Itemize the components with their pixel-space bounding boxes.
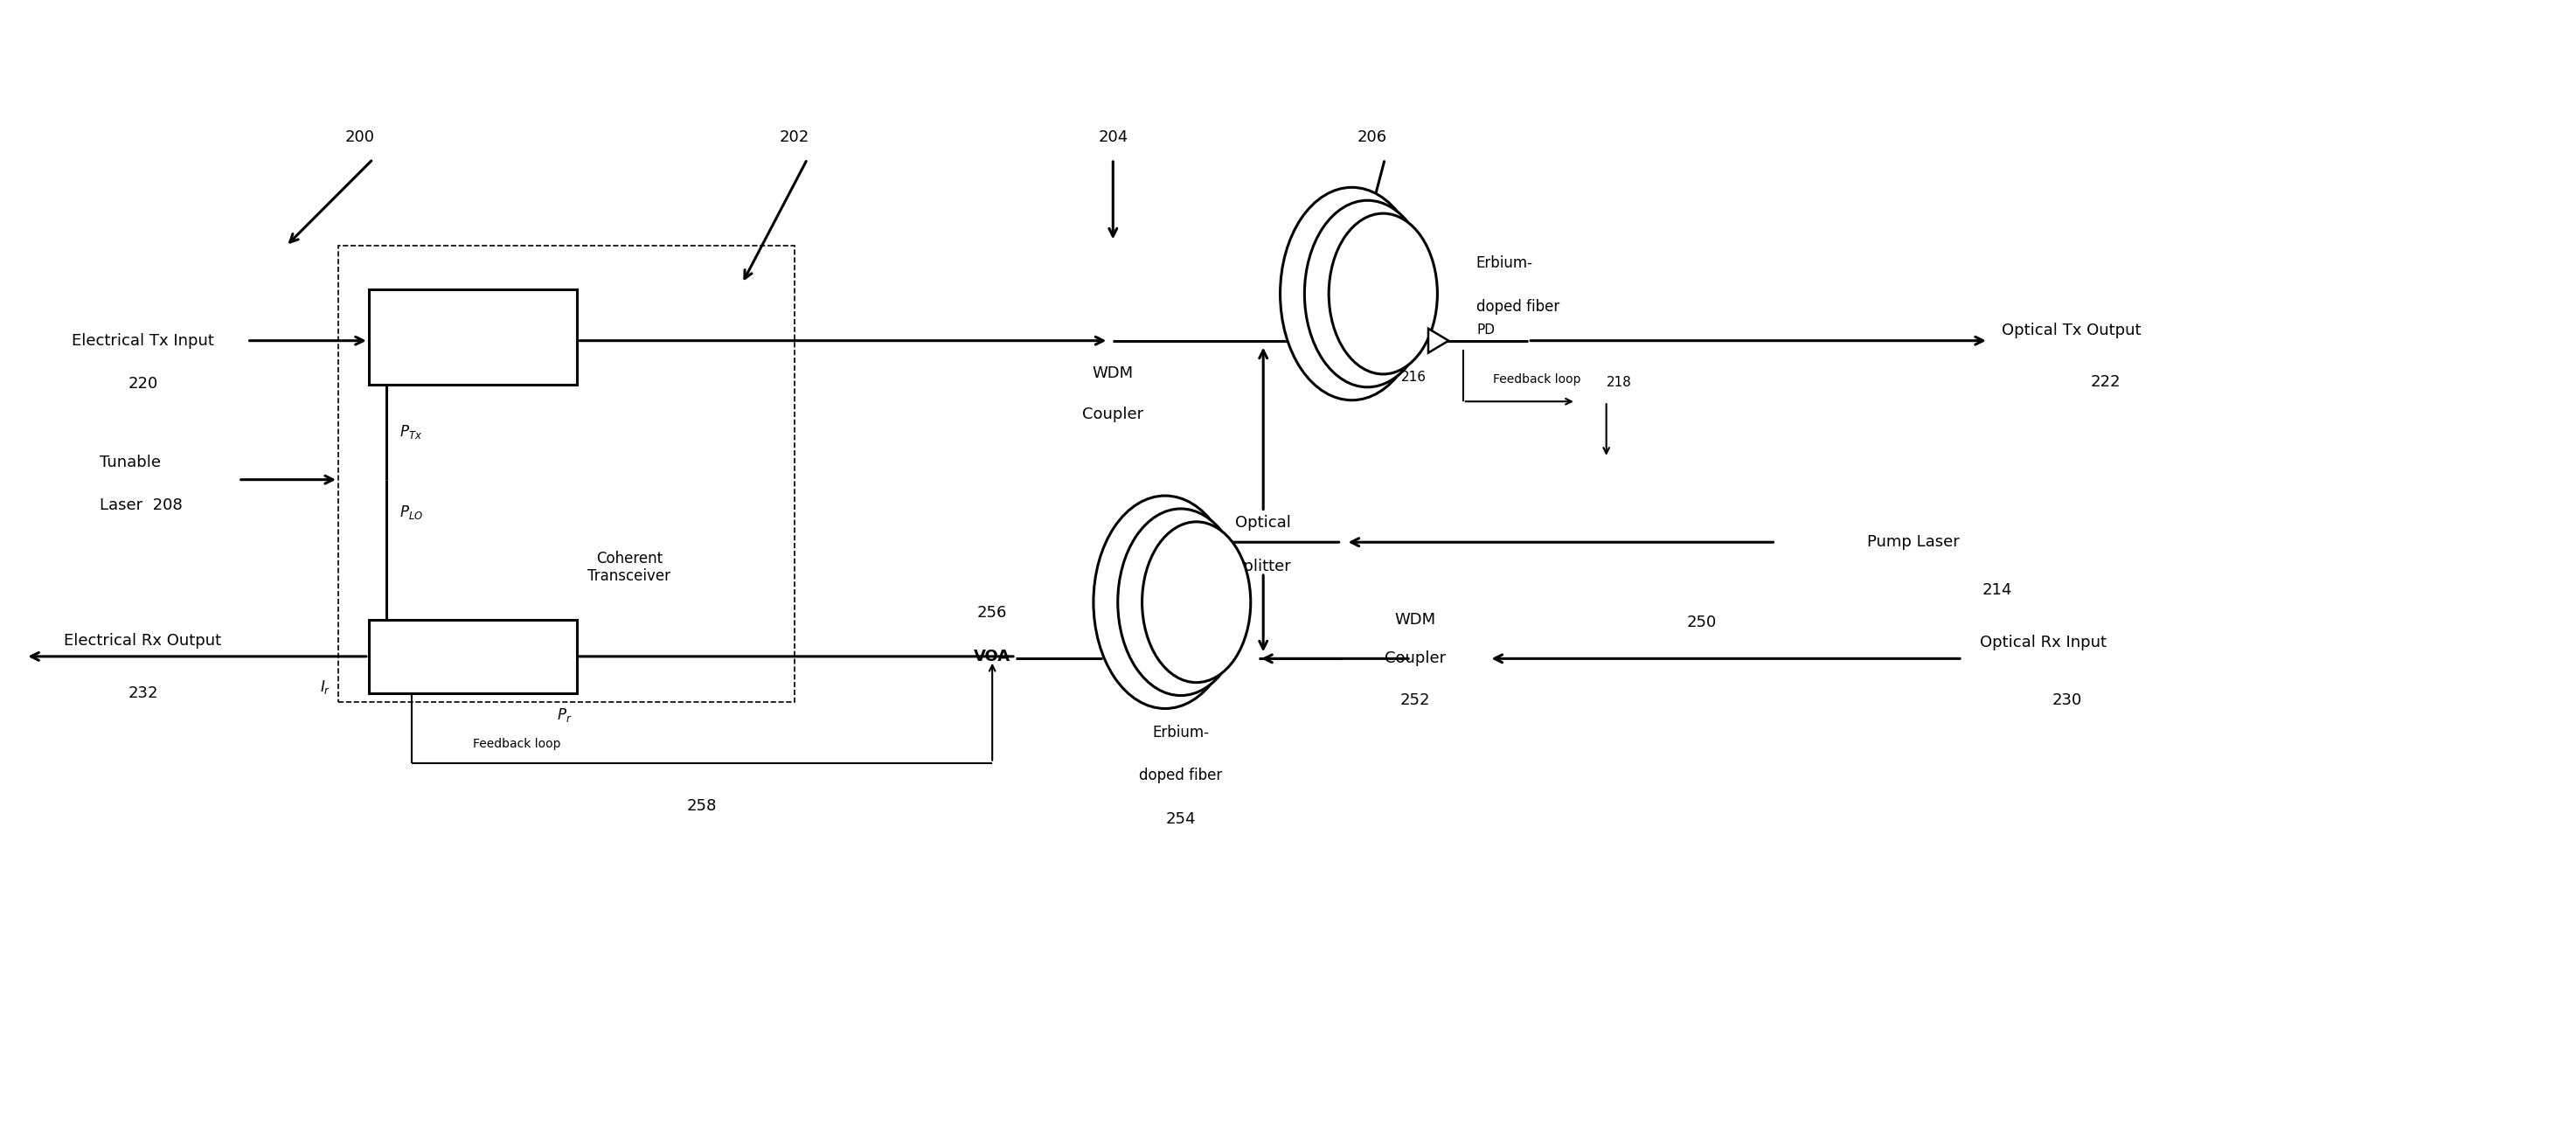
Text: $P_{Tx}$: $P_{Tx}$: [399, 423, 422, 441]
Text: doped fiber: doped fiber: [1139, 768, 1224, 783]
Text: 204: 204: [1097, 130, 1128, 145]
Text: 216: 216: [1401, 370, 1427, 384]
Text: Coupler: Coupler: [1383, 651, 1445, 667]
Text: 258: 258: [688, 798, 716, 814]
Text: Erbium-: Erbium-: [1476, 255, 1533, 271]
Text: 214: 214: [1981, 583, 2012, 597]
Text: 256: 256: [976, 605, 1007, 621]
Text: Splitter: Splitter: [1234, 559, 1293, 575]
Ellipse shape: [1329, 213, 1437, 374]
Text: 230: 230: [2050, 692, 2081, 708]
Text: Optical Rx Input: Optical Rx Input: [1981, 635, 2107, 651]
Text: 254: 254: [1167, 812, 1195, 828]
Text: Electrical Tx Input: Electrical Tx Input: [72, 333, 214, 349]
Ellipse shape: [1092, 496, 1236, 709]
Text: WDM: WDM: [1092, 366, 1133, 382]
Text: 220: 220: [129, 376, 157, 392]
Text: Feedback loop: Feedback loop: [1494, 374, 1582, 385]
Bar: [368, 619, 577, 693]
Text: doped fiber: doped fiber: [1476, 299, 1558, 315]
Text: 202: 202: [781, 130, 809, 145]
Polygon shape: [1427, 328, 1448, 353]
Text: $P_{LO}$: $P_{LO}$: [399, 504, 422, 521]
Text: 222: 222: [2092, 375, 2120, 390]
Ellipse shape: [1141, 522, 1252, 683]
Text: Coherent
Transceiver: Coherent Transceiver: [587, 551, 670, 585]
Text: VOA: VOA: [974, 649, 1010, 665]
Text: Tx  210: Tx 210: [440, 329, 505, 345]
Text: Optical Tx Output: Optical Tx Output: [2002, 323, 2141, 339]
Text: Erbium-: Erbium-: [1151, 725, 1208, 740]
Text: Feedback loop: Feedback loop: [474, 738, 562, 750]
Text: 218: 218: [1607, 376, 1631, 389]
Text: $I_r$: $I_r$: [319, 678, 330, 695]
Text: Rx  212: Rx 212: [440, 649, 505, 665]
Text: Coupler: Coupler: [1082, 407, 1144, 423]
Text: Tunable: Tunable: [100, 455, 160, 470]
Text: 250: 250: [1687, 614, 1716, 630]
Text: 252: 252: [1401, 692, 1430, 708]
Bar: [368, 290, 577, 385]
Text: $P_r$: $P_r$: [556, 707, 572, 724]
Text: PD: PD: [1476, 324, 1494, 336]
Ellipse shape: [1280, 187, 1425, 400]
Ellipse shape: [1118, 508, 1244, 695]
Bar: [337, 246, 793, 702]
Text: 200: 200: [345, 130, 376, 145]
Text: WDM: WDM: [1394, 612, 1435, 627]
Text: 232: 232: [129, 685, 157, 701]
Text: Optical: Optical: [1236, 515, 1291, 531]
Text: Electrical Rx Output: Electrical Rx Output: [64, 633, 222, 649]
Ellipse shape: [1303, 201, 1430, 388]
Text: 206: 206: [1358, 130, 1386, 145]
Text: Laser  208: Laser 208: [100, 498, 183, 514]
Text: Pump Laser: Pump Laser: [1868, 535, 1960, 551]
